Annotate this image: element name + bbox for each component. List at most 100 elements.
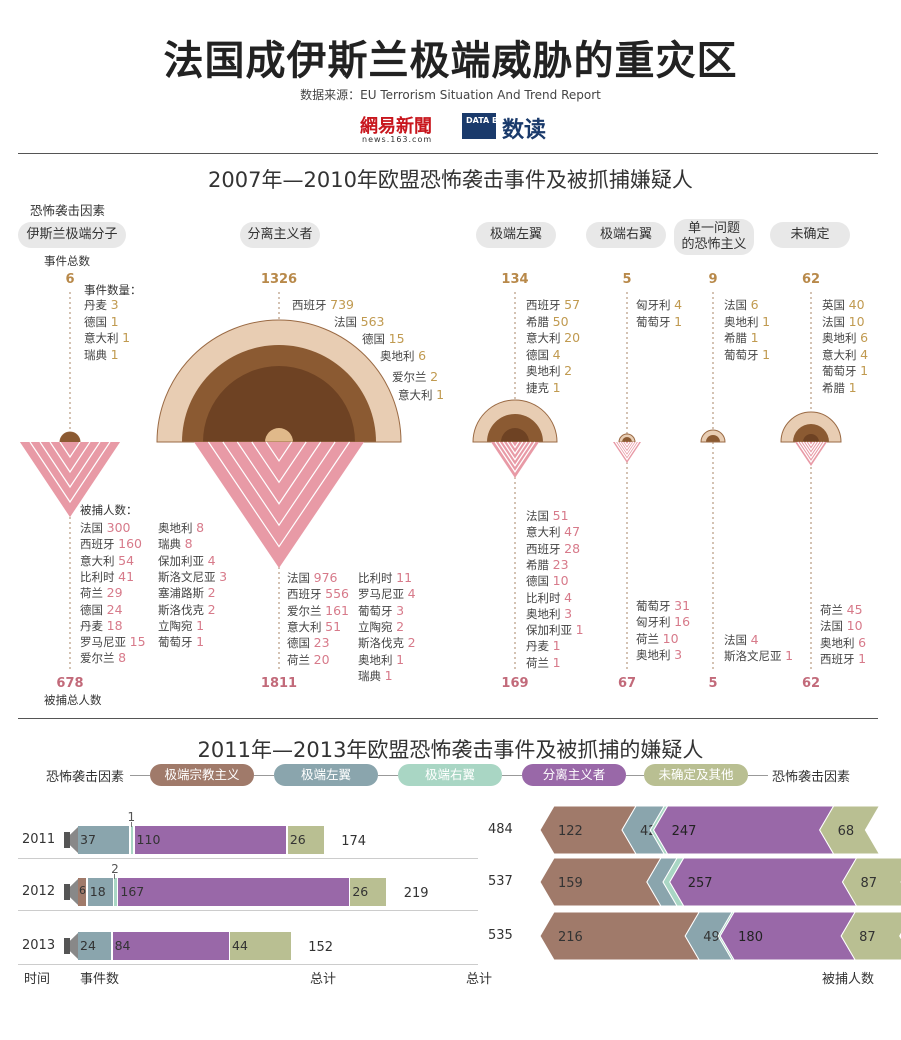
events-total-1: 1326	[260, 272, 298, 287]
event-value: 6	[750, 297, 759, 312]
speaker-icon	[64, 884, 70, 900]
arrest-bar-label: 159	[558, 876, 583, 891]
legend-item-1: 极端左翼	[274, 764, 378, 786]
event-country: 葡萄牙	[724, 347, 763, 362]
arrest-country: 保加利亚	[158, 553, 208, 568]
year-label: 2012	[22, 884, 56, 899]
arrest-value: 2	[207, 601, 216, 617]
arrest-item: 斯洛文尼亚 1	[724, 648, 793, 664]
arrest-value: 11	[396, 570, 413, 585]
arrest-country: 西班牙	[820, 651, 859, 666]
events-count-label: 事件数量：	[84, 283, 142, 297]
arrest-country: 斯洛伐克	[358, 636, 408, 651]
arrest-country: 荷兰	[636, 631, 663, 646]
event-item: 瑞典 1	[84, 347, 119, 363]
arrest-bar: 159241025787	[539, 858, 901, 906]
arrest-country: 奥地利	[358, 652, 397, 667]
arrest-country: 意大利	[80, 553, 119, 568]
arrest-country: 西班牙	[287, 587, 326, 602]
event-country: 法国	[724, 298, 751, 312]
arrest-country: 爱尔兰	[80, 651, 119, 666]
event-item: 希腊 1	[724, 330, 759, 346]
arrest-item: 西班牙 1	[820, 651, 866, 667]
event-value: 40	[848, 297, 865, 312]
event-value: 1	[122, 330, 131, 345]
event-value: 1	[762, 346, 771, 362]
arrest-value: 10	[846, 618, 863, 634]
event-value: 1	[750, 330, 759, 345]
triangle-stripe-1-1	[207, 441, 351, 548]
event-country: 西班牙	[526, 298, 565, 312]
arrest-triangle-0-full	[20, 442, 120, 517]
event-semicircle-0-top	[60, 432, 80, 442]
arrest-bar-label: 49	[703, 930, 720, 945]
event-country: 奥地利	[822, 331, 861, 345]
arrest-item: 丹麦 18	[80, 618, 123, 634]
event-item: 意大利 4	[822, 347, 868, 363]
arrests-total-4: 5	[708, 676, 718, 691]
axis-events: 事件数	[80, 972, 120, 987]
arrests-total-5: 62	[801, 676, 821, 691]
arrest-bar-label: 87	[859, 930, 876, 945]
event-country: 奥地利	[380, 349, 419, 363]
event-value: 6	[418, 348, 427, 363]
event-country: 意大利	[526, 331, 565, 345]
arrest-value: 51	[552, 508, 569, 523]
event-semicircle-2-2	[501, 428, 529, 442]
event-total: 219	[403, 886, 429, 901]
legend-item-3: 分离主义者	[522, 764, 626, 786]
event-bar-segment	[87, 878, 113, 906]
arrest-item: 荷兰 10	[636, 631, 679, 647]
legend-item-4: 未确定及其他	[644, 764, 748, 786]
event-item: 希腊 1	[822, 380, 857, 396]
triangle-stripe-5-5	[808, 441, 814, 447]
axis-arrests: 被捕人数	[822, 972, 875, 987]
factor-tag-0: 伊斯兰极端分子	[18, 222, 126, 248]
row-baseline	[18, 910, 478, 911]
event-bar-segment	[78, 878, 87, 906]
arrests-total-3: 67	[617, 676, 637, 691]
triangle-stripe-1-4	[251, 441, 307, 484]
triangle-stripe-1-3	[236, 441, 322, 505]
arrest-value: 1	[785, 648, 794, 664]
event-country: 希腊	[724, 331, 751, 345]
triangle-stripe-3-1	[614, 441, 640, 461]
arrest-item: 法国 10	[820, 618, 863, 634]
arrests-count-label: 被捕人数：	[80, 503, 138, 517]
event-country: 法国	[334, 315, 361, 329]
event-item: 希腊 50	[526, 314, 569, 330]
arrest-item: 斯洛伐克 2	[158, 602, 216, 618]
event-item: 法国 6	[724, 297, 759, 313]
event-value: 10	[848, 313, 865, 329]
arrest-country: 德国	[80, 602, 107, 617]
triangle-stripe-5-3	[802, 441, 820, 455]
arrest-value: 6	[858, 634, 867, 650]
speaker-icon	[64, 832, 70, 848]
data-source: 数据来源：EU Terrorism Situation And Trend Re…	[300, 88, 601, 102]
arrest-item: 德国 10	[526, 573, 569, 589]
triangle-stripe-1-2	[222, 441, 336, 527]
event-country: 德国	[362, 332, 389, 346]
events-total-2: 134	[501, 272, 529, 287]
arrest-item: 葡萄牙 3	[358, 603, 404, 619]
event-value: 50	[552, 313, 569, 329]
arrests-total-2: 169	[501, 676, 529, 691]
arrest-country: 葡萄牙	[358, 603, 397, 618]
factor-tag-5: 未确定	[770, 222, 850, 248]
arrest-value: 1	[384, 667, 393, 683]
event-item: 德国 1	[84, 314, 119, 330]
speaker-cone	[70, 827, 78, 853]
year-label: 2013	[22, 938, 56, 953]
arrest-country: 法国	[526, 509, 553, 523]
triangle-stripe-0-4	[59, 441, 81, 459]
event-bar-label: 2	[111, 862, 119, 876]
event-country: 捷克	[526, 380, 553, 395]
arrest-country: 比利时	[80, 569, 119, 584]
event-country: 奥地利	[724, 314, 763, 329]
event-bar-label: 6	[79, 884, 86, 897]
arrest-value: 3	[674, 646, 683, 662]
event-semicircle-1-3	[265, 428, 293, 442]
arrest-item: 奥地利 8	[158, 520, 204, 536]
arrest-bar-label: 216	[558, 930, 583, 945]
